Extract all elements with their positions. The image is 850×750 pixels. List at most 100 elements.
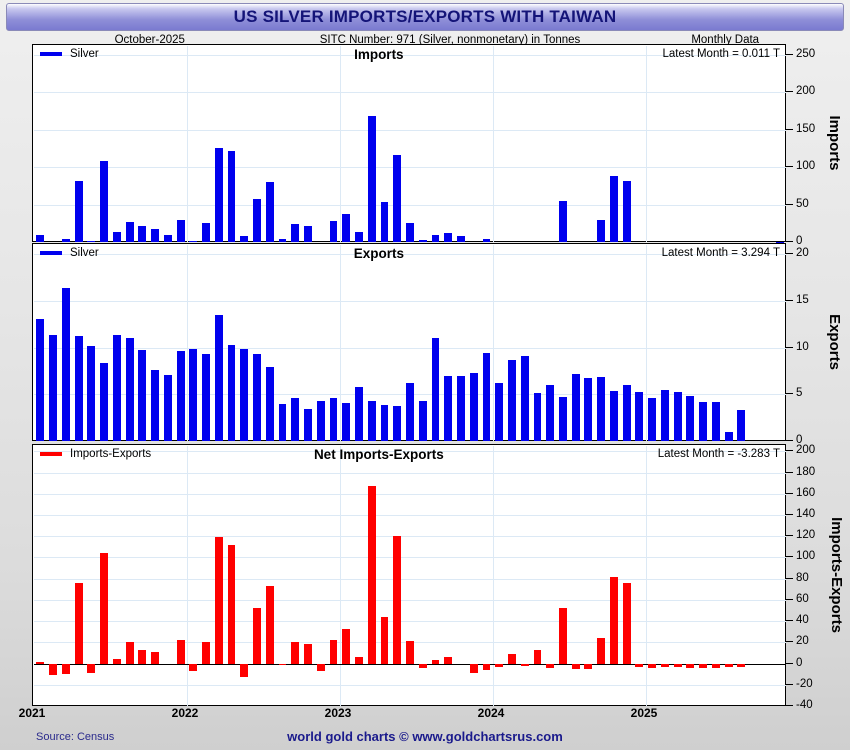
y-axis-tick xyxy=(786,166,793,168)
y-axis-tick xyxy=(786,346,793,348)
bar xyxy=(533,393,542,441)
x-axis-tick-label: 2022 xyxy=(171,706,199,720)
bar xyxy=(457,375,465,441)
bar xyxy=(482,353,491,441)
bar xyxy=(61,287,70,441)
bar xyxy=(138,349,147,441)
bar xyxy=(265,367,274,441)
gridline-horizontal xyxy=(34,557,786,559)
bar xyxy=(622,582,631,664)
bar xyxy=(342,402,351,441)
bar xyxy=(444,233,453,242)
y-axis-tick xyxy=(786,253,793,255)
bar xyxy=(355,657,363,664)
bar xyxy=(100,161,109,242)
bar xyxy=(418,400,427,441)
bar xyxy=(87,345,96,441)
bar xyxy=(508,359,516,441)
bar xyxy=(163,374,172,441)
y-axis-tick-label: 50 xyxy=(796,197,809,210)
window-title-bar: US SILVER IMPORTS/EXPORTS WITH TAIWAN xyxy=(6,3,844,31)
bar xyxy=(36,318,45,441)
bar xyxy=(304,225,312,242)
y-axis-tick xyxy=(786,241,793,242)
y-axis-tick-label: -20 xyxy=(796,677,813,690)
gridline-year xyxy=(646,446,647,706)
bar xyxy=(74,181,83,242)
y-axis-tick xyxy=(786,641,793,643)
bar xyxy=(367,400,376,441)
bar xyxy=(686,396,695,441)
y-axis-tick xyxy=(786,705,793,706)
gridline-horizontal xyxy=(34,472,786,474)
bar xyxy=(189,348,198,441)
panel-exports: Silver Exports Latest Month = 3.294 T xyxy=(32,243,786,441)
bars-exports xyxy=(34,245,786,441)
gridline-year xyxy=(340,245,341,441)
bar xyxy=(214,315,223,441)
subheader-date: October-2025 xyxy=(114,33,185,46)
bar xyxy=(253,354,261,441)
bar xyxy=(61,239,70,242)
y-axis-tick xyxy=(786,620,793,622)
y-axis-tick-label: 200 xyxy=(796,85,816,98)
bar xyxy=(431,338,440,441)
bar xyxy=(202,354,210,441)
y-axis-title-net: Imports-Exports xyxy=(828,517,845,633)
gridline-year xyxy=(646,245,647,441)
bar xyxy=(342,628,351,664)
y-axis-tick-label: 200 xyxy=(796,444,816,457)
bar xyxy=(189,663,198,671)
bar xyxy=(278,403,287,441)
bar xyxy=(495,663,504,667)
y-axis-tick-label: 0 xyxy=(796,656,803,669)
panel-imports: Silver Imports Latest Month = 0.011 T xyxy=(32,44,786,243)
bar xyxy=(227,151,236,242)
y-axis-tick xyxy=(786,492,793,494)
bar xyxy=(329,221,338,242)
gridline-horizontal xyxy=(34,451,786,453)
bar xyxy=(291,224,300,242)
gridline-horizontal xyxy=(34,92,786,94)
bar xyxy=(558,200,567,242)
bar xyxy=(176,640,185,664)
bar xyxy=(584,663,593,669)
bar xyxy=(699,401,708,441)
bar xyxy=(737,663,746,668)
x-axis: 2021 2022 2023 2024 2025 xyxy=(19,706,786,724)
bar xyxy=(775,241,784,243)
bar xyxy=(431,660,440,664)
gridline-year xyxy=(493,46,494,242)
panel-net: Imports-Exports Net Imports-Exports Late… xyxy=(32,444,786,706)
bar xyxy=(87,663,96,674)
y-axis-tick xyxy=(786,513,793,515)
gridline-horizontal xyxy=(34,129,786,131)
gridline-horizontal xyxy=(34,347,786,349)
bar xyxy=(112,334,121,441)
y-axis-tick xyxy=(786,450,793,452)
bar xyxy=(597,638,606,664)
plot-area-exports xyxy=(32,243,786,441)
bar xyxy=(329,398,338,441)
y-axis-tick-label: 15 xyxy=(796,294,809,306)
bar xyxy=(558,608,567,664)
bar xyxy=(622,385,631,441)
bar xyxy=(571,373,580,441)
bar xyxy=(558,397,567,441)
gridline-year xyxy=(187,46,188,242)
bar xyxy=(393,406,402,441)
gridline-horizontal xyxy=(34,536,786,538)
bar xyxy=(355,386,363,441)
plot-area-imports xyxy=(32,44,786,243)
bar xyxy=(163,235,172,242)
y-axis-tick xyxy=(786,577,793,579)
y-axis-tick-label: 100 xyxy=(796,550,816,563)
y-axis-tick xyxy=(786,471,793,473)
y-axis-tick-label: 20 xyxy=(796,635,809,648)
bar xyxy=(151,228,160,242)
bar xyxy=(520,663,529,666)
bar xyxy=(278,663,287,665)
bar xyxy=(457,236,465,242)
y-axis-tick xyxy=(786,91,793,93)
y-axis-tick-label: 140 xyxy=(796,507,816,520)
